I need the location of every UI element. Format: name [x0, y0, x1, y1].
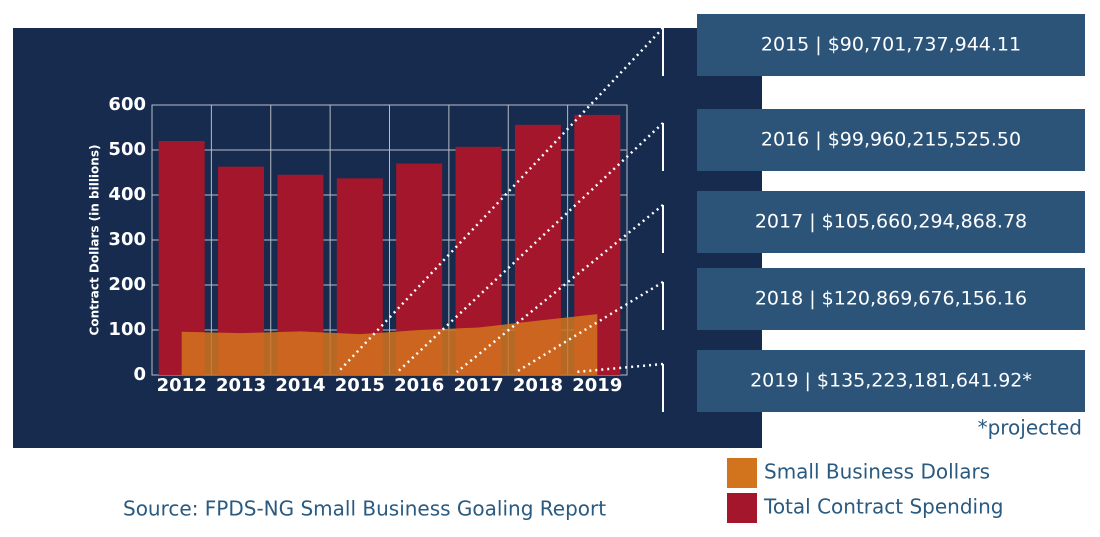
x-tick-label: 2012 — [157, 375, 207, 396]
callout-leader — [396, 122, 664, 373]
y-tick-label: 0 — [133, 364, 146, 385]
callout-box — [697, 268, 1085, 330]
callout-text: 2019 | $135,223,181,641.92* — [750, 370, 1032, 392]
callout-text: 2015 | $90,701,737,944.11 — [761, 34, 1021, 56]
callout-text: 2017 | $105,660,294,868.78 — [755, 211, 1027, 233]
x-tick-label: 2015 — [335, 375, 385, 396]
callout-leader — [337, 27, 664, 373]
x-tick-label: 2016 — [394, 375, 444, 396]
x-tick-label: 2014 — [275, 375, 325, 396]
x-tick-label: 2019 — [572, 375, 622, 396]
callout-box — [697, 109, 1085, 171]
area — [181, 314, 598, 375]
callout-text: 2018 | $120,869,676,156.16 — [755, 288, 1027, 310]
y-tick-label: 200 — [108, 274, 146, 295]
y-tick-label: 500 — [108, 139, 146, 160]
y-tick-label: 400 — [108, 184, 146, 205]
callout-box — [697, 350, 1085, 412]
y-tick-label: 300 — [108, 229, 146, 250]
y-axis-label: Contract Dollars (in billions) — [88, 145, 102, 336]
legend-swatch — [727, 458, 757, 488]
chart-panel — [13, 28, 762, 448]
callout-box — [697, 191, 1085, 253]
callout-box — [697, 14, 1085, 76]
footnote: *projected — [978, 416, 1082, 440]
callout-leader — [575, 362, 664, 374]
source: Source: FPDS-NG Small Business Goaling R… — [123, 497, 606, 521]
legend-swatch — [727, 493, 757, 523]
callout-leader — [456, 204, 664, 373]
legend-label: Total Contract Spending — [763, 495, 1003, 519]
legend-label: Small Business Dollars — [764, 460, 990, 484]
x-tick-label: 2013 — [216, 375, 266, 396]
x-tick-label: 2018 — [513, 375, 563, 396]
x-tick-label: 2017 — [454, 375, 504, 396]
y-tick-label: 100 — [108, 319, 146, 340]
callout-text: 2016 | $99,960,215,525.50 — [761, 129, 1021, 151]
y-tick-label: 600 — [108, 94, 146, 115]
